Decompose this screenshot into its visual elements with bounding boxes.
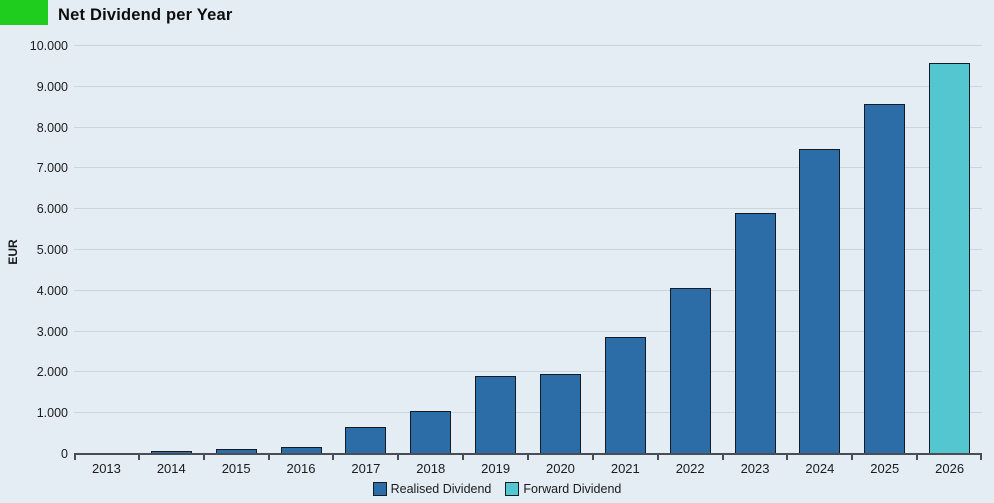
bar-realised-2021[interactable]: [604, 336, 646, 454]
bar-realised-2024[interactable]: [799, 148, 841, 454]
x-axis-tick: [786, 455, 789, 460]
chart-title: Net Dividend per Year: [58, 6, 233, 24]
gridline-1.000: [74, 412, 982, 414]
band-2023: [723, 46, 788, 454]
bar-realised-2025[interactable]: [864, 103, 906, 454]
band-2022: [658, 46, 723, 454]
gridline-4.000: [74, 289, 982, 291]
x-axis-tick: [267, 455, 270, 460]
x-tick-label-2013: 2013: [91, 461, 121, 476]
x-tick-label-2015: 2015: [221, 461, 251, 476]
gridline-10.000: [74, 45, 982, 46]
gridline-9.000: [74, 85, 982, 87]
y-tick-label: 0: [61, 447, 68, 461]
y-tick-label: 2.000: [36, 365, 68, 380]
x-axis-tick: [462, 455, 465, 460]
bar-realised-2016[interactable]: [280, 446, 322, 454]
bar-realised-2022[interactable]: [669, 287, 711, 454]
gridline-5.000: [74, 249, 982, 250]
legend-swatch-forward-icon: [505, 482, 520, 496]
x-axis-ticks: [74, 455, 982, 460]
y-tick-label: 8.000: [36, 120, 68, 135]
band-2016: [269, 46, 334, 454]
band-2024: [787, 46, 852, 454]
band-2019: [463, 46, 528, 454]
band-2013: [74, 46, 139, 454]
y-tick-label: 5.000: [36, 243, 68, 257]
y-tick-label: 1.000: [36, 406, 68, 421]
gridline-8.000: [74, 126, 982, 128]
legend-swatch-realised-icon: [372, 482, 387, 496]
x-axis-tick: [397, 455, 400, 460]
bar-realised-2018[interactable]: [410, 410, 452, 454]
band-2020: [528, 46, 593, 454]
y-axis-labels: 0 1.000 2.000 3.000 4.000 5.000 6.000 7.000 8.00…: [0, 39, 68, 461]
y-tick-label: 6.000: [36, 202, 68, 217]
x-tick-label-2018: 2018: [416, 461, 446, 476]
y-tick-label: 7.000: [36, 161, 68, 176]
x-axis-tick: [202, 455, 205, 460]
x-tick-label-2026: 2026: [935, 461, 965, 476]
bar-realised-2017[interactable]: [345, 426, 387, 454]
band-2021: [593, 46, 658, 454]
x-axis-tick: [74, 455, 76, 460]
x-tick-label-2019: 2019: [481, 461, 511, 476]
bar-realised-2014[interactable]: [150, 450, 192, 454]
gridline-2.000: [74, 371, 982, 373]
x-axis-tick: [916, 455, 919, 460]
bar-realised-2023[interactable]: [734, 213, 776, 454]
band-2018: [398, 46, 463, 454]
gridline-7.000: [74, 167, 982, 169]
bars-layer: [74, 46, 982, 454]
x-axis-labels: 2013 2014 2015 2016 2017 2018 2019 2020 2021 2022…: [74, 461, 982, 476]
legend-label-realised: Realised Dividend: [390, 482, 492, 496]
x-axis-tick: [137, 455, 140, 460]
x-tick-label-2024: 2024: [805, 461, 835, 476]
bar-forward-2026[interactable]: [929, 63, 971, 454]
y-tick-label: 3.000: [36, 324, 68, 339]
y-tick-label: 10.000: [29, 39, 68, 53]
band-2025: [852, 46, 917, 454]
x-tick-label-2025: 2025: [870, 461, 900, 476]
bar-realised-2020[interactable]: [539, 373, 581, 454]
y-tick-label: 9.000: [36, 79, 68, 94]
x-axis-tick: [656, 455, 659, 460]
x-tick-label-2016: 2016: [286, 461, 316, 476]
x-tick-label-2020: 2020: [545, 461, 575, 476]
brand-logo-block: [0, 0, 48, 25]
x-axis-tick: [721, 455, 724, 460]
x-tick-label-2023: 2023: [740, 461, 770, 476]
x-axis-tick: [332, 455, 335, 460]
x-axis-line: [74, 453, 982, 455]
legend-item-forward-dividend[interactable]: Forward Dividend: [505, 482, 621, 496]
x-axis-tick: [527, 455, 529, 460]
legend-label-forward: Forward Dividend: [523, 482, 622, 496]
band-2026: [917, 46, 982, 454]
band-2015: [204, 46, 269, 454]
plot-area: [74, 45, 982, 454]
bar-realised-2015[interactable]: [215, 449, 257, 454]
band-2014: [139, 46, 204, 454]
x-axis-tick: [980, 455, 982, 460]
gridline-3.000: [74, 330, 982, 332]
x-tick-label-2021: 2021: [610, 461, 640, 476]
bar-realised-2019[interactable]: [475, 376, 517, 454]
band-2017: [333, 46, 398, 454]
x-tick-label-2014: 2014: [156, 461, 186, 476]
x-tick-label-2022: 2022: [675, 461, 705, 476]
x-axis-tick: [591, 455, 594, 460]
gridline-6.000: [74, 208, 982, 210]
legend-item-realised-dividend[interactable]: Realised Dividend: [372, 482, 492, 496]
y-tick-label: 4.000: [36, 283, 68, 298]
x-tick-label-2017: 2017: [351, 461, 381, 476]
legend: Realised Dividend Forward Dividend: [0, 481, 994, 497]
x-axis-tick: [851, 455, 854, 460]
